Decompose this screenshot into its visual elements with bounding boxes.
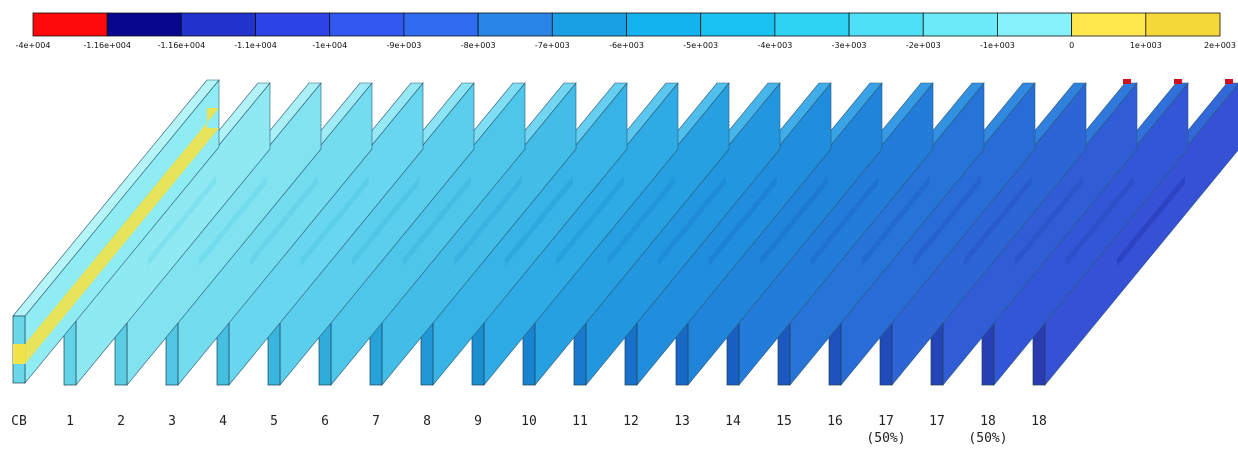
tension-band-front xyxy=(13,344,25,364)
legend-tick-label: -8e+003 xyxy=(461,41,496,50)
legend-tick-label: -2e+003 xyxy=(906,41,941,50)
stress-streak xyxy=(555,175,624,267)
stress-streak xyxy=(912,175,981,267)
stress-streak xyxy=(708,175,777,267)
panel-label: 1 xyxy=(66,414,74,429)
panel-label: 14 xyxy=(725,414,741,429)
legend-tick-label: -9e+003 xyxy=(387,41,422,50)
panel-label: 3 xyxy=(168,414,176,429)
stress-streak xyxy=(963,175,1032,267)
panel-label: 7 xyxy=(372,414,380,429)
panel-label: 18 xyxy=(1031,414,1047,429)
stress-streak xyxy=(759,175,828,267)
panel-label: CB xyxy=(11,414,27,429)
stress-streak xyxy=(249,175,318,267)
stress-streak xyxy=(300,175,369,267)
legend-swatch xyxy=(700,12,776,37)
legend-tick-label: -5e+003 xyxy=(683,41,718,50)
legend-swatch xyxy=(477,12,553,37)
legend-swatch xyxy=(32,12,108,37)
legend-swatch xyxy=(180,12,256,37)
legend-tick-label: -1e+004 xyxy=(312,41,347,50)
legend-swatch xyxy=(1071,12,1147,37)
panel-sublabel: (50%) xyxy=(968,431,1007,446)
panel-label: 16 xyxy=(827,414,843,429)
hotspot-marker xyxy=(1174,79,1182,84)
panel-label: 13 xyxy=(674,414,690,429)
legend-swatch xyxy=(774,12,850,37)
panel-label: 18 xyxy=(980,414,996,429)
stress-streak xyxy=(657,175,726,267)
tension-band xyxy=(13,108,219,364)
legend-tick-label: -4e+003 xyxy=(757,41,792,50)
panel-label: 5 xyxy=(270,414,278,429)
legend-swatch xyxy=(106,12,182,37)
panel-stack xyxy=(12,79,1238,386)
color-legend: -4e+004 -1.16e+004 -1.16e+004 -1.1e+004 -1e+… xyxy=(16,12,1236,50)
hotspot-marker xyxy=(1123,79,1131,84)
panel-sublabel: (50%) xyxy=(866,431,905,446)
legend-swatch xyxy=(551,12,627,37)
legend-swatch xyxy=(1145,12,1221,37)
stress-streak xyxy=(810,175,879,267)
panel-label: 9 xyxy=(474,414,482,429)
stress-streak xyxy=(1014,175,1083,267)
stress-streak xyxy=(1065,175,1134,267)
legend-tick-label: -1.1e+004 xyxy=(234,41,277,50)
panel-label: 17 xyxy=(929,414,945,429)
hotspot-marker xyxy=(1225,79,1233,84)
stress-streak xyxy=(198,175,267,267)
legend-swatch xyxy=(848,12,924,37)
legend-tick-label: 1e+003 xyxy=(1130,41,1162,50)
stress-streak xyxy=(147,175,216,267)
stress-streak xyxy=(1116,175,1185,267)
panel-labels: 18 18 (50%) 17 17 (50%) 16 15 14 13 12 11 10 9 8 7 6 5 4 3 2… xyxy=(11,414,1047,446)
stress-streak xyxy=(861,175,930,267)
panel-label: 17 xyxy=(878,414,894,429)
panel xyxy=(12,79,220,384)
legend-tick-label: -7e+003 xyxy=(535,41,570,50)
stress-streak xyxy=(351,175,420,267)
legend-tick-label: -1.16e+004 xyxy=(83,41,131,50)
stress-streak xyxy=(453,175,522,267)
legend-tick-label: 0 xyxy=(1069,41,1074,50)
panel-label: 15 xyxy=(776,414,792,429)
panel-label: 2 xyxy=(117,414,125,429)
panel-label: 10 xyxy=(521,414,537,429)
legend-tick-label: -6e+003 xyxy=(609,41,644,50)
legend-tick-label: -3e+003 xyxy=(832,41,867,50)
legend-tick-label: -4e+004 xyxy=(16,41,51,50)
panel-label: 12 xyxy=(623,414,639,429)
legend-tick-label: -1.16e+004 xyxy=(158,41,206,50)
legend-swatch xyxy=(922,12,998,37)
legend-swatch xyxy=(255,12,331,37)
panel-label: 6 xyxy=(321,414,329,429)
panel-label: 8 xyxy=(423,414,431,429)
stress-streak xyxy=(504,175,573,267)
legend-tick-label: -1e+003 xyxy=(980,41,1015,50)
panel-label: 4 xyxy=(219,414,227,429)
panel-label: 11 xyxy=(572,414,588,429)
legend-swatch xyxy=(403,12,479,37)
legend-swatch xyxy=(997,12,1073,37)
stress-streak xyxy=(606,175,675,267)
legend-swatch xyxy=(329,12,405,37)
legend-tick-label: 2e+003 xyxy=(1204,41,1236,50)
legend-swatch xyxy=(626,12,702,37)
stress-streak xyxy=(402,175,471,267)
